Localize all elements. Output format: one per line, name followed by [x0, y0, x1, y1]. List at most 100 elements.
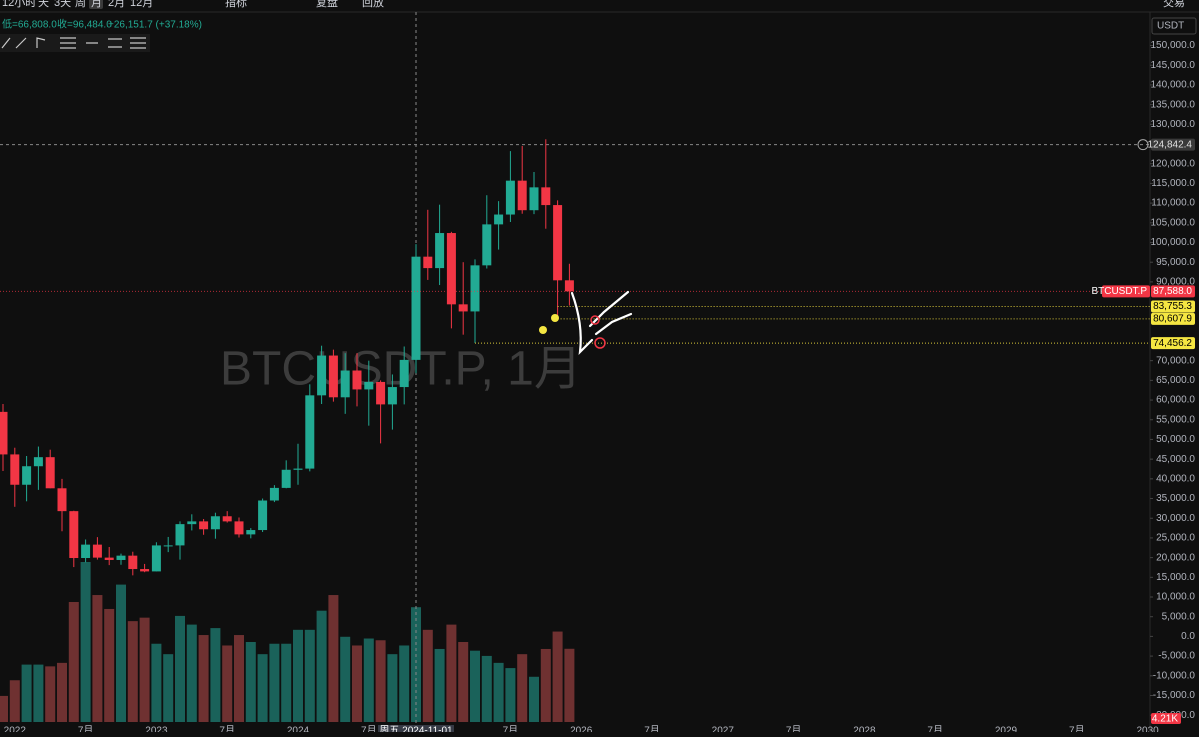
add-alert-icon	[1137, 139, 1149, 151]
interval[interactable]: 2月	[108, 0, 125, 9]
volume-bar	[458, 642, 469, 722]
indicators-button[interactable]: 指标	[225, 0, 247, 9]
event-marker[interactable]	[551, 314, 559, 322]
volume-bar	[80, 562, 91, 722]
y-tick-label: 100,000.0	[1151, 237, 1196, 248]
volume-bar	[517, 654, 528, 722]
volume-bar	[57, 662, 67, 722]
candle-body	[116, 555, 126, 560]
price-badge-label: 87,588.0	[1153, 286, 1192, 297]
candle-body	[293, 468, 303, 470]
candle-body	[376, 381, 386, 405]
volume-bar	[540, 648, 551, 722]
y-tick-label: 145,000.0	[1151, 60, 1196, 71]
candle-body	[529, 187, 539, 211]
y-tick-label: 70,000.0	[1156, 355, 1195, 366]
candle-body	[399, 359, 409, 388]
review-button[interactable]: 复盘	[316, 0, 338, 9]
y-tick-label: 25,000.0	[1156, 533, 1195, 544]
volume-bar	[481, 655, 492, 722]
trade-button[interactable]: 交易	[1163, 0, 1185, 9]
candle-body	[92, 544, 102, 558]
candle-body	[482, 224, 492, 266]
interval[interactable]: 12月	[130, 0, 153, 9]
candle-body	[22, 466, 32, 485]
interval[interactable]: 月	[91, 0, 102, 9]
candle-body	[45, 457, 55, 489]
price-badge-label: 124,842.4	[1148, 139, 1193, 150]
y-tick-label: 5,000.0	[1162, 611, 1196, 622]
x-tick-label: 2027	[712, 726, 735, 732]
crosshair-label: 周五 2024-11-01	[379, 725, 453, 732]
volume-bar	[0, 695, 8, 722]
y-tick-label: 60,000.0	[1156, 395, 1195, 406]
playback-button[interactable]: 回放	[362, 0, 384, 9]
volume-bar	[175, 615, 185, 722]
volume-bar	[151, 643, 162, 722]
candle-body	[553, 205, 563, 281]
currency-box[interactable]	[1151, 17, 1197, 35]
candle-body	[411, 256, 421, 360]
event-marker[interactable]	[539, 326, 547, 334]
candle-body	[222, 516, 232, 522]
y-tick-label: 130,000.0	[1151, 119, 1196, 130]
y-tick-label: -5,000.0	[1158, 651, 1195, 662]
candle-body	[187, 521, 197, 525]
y-tick-label: 90,000.0	[1156, 277, 1195, 288]
volume-bar	[269, 643, 280, 722]
interval[interactable]: 12小时	[2, 0, 36, 9]
y-tick-label: 110,000.0	[1151, 198, 1195, 209]
candle-body	[541, 187, 551, 206]
candle-body	[446, 233, 456, 305]
volume-bar	[68, 602, 79, 722]
price-badge	[1102, 285, 1150, 298]
candle-body	[281, 469, 291, 488]
volume-bar	[222, 645, 233, 722]
volume-bar	[45, 666, 56, 722]
volume-bar	[127, 621, 138, 722]
interval[interactable]: 天	[38, 0, 49, 9]
x-tick-label: 2029	[995, 726, 1018, 732]
volume-bar	[139, 617, 150, 722]
y-tick-label: 55,000.0	[1156, 414, 1195, 425]
candle-body	[175, 524, 185, 546]
y-tick-label: -10,000.0	[1153, 670, 1196, 681]
volume-bar	[422, 629, 433, 722]
price-badge	[1151, 285, 1195, 298]
x-tick-label: 2030	[1136, 726, 1159, 732]
candle-body	[317, 355, 327, 396]
y-tick-label: 115,000.0	[1151, 178, 1195, 189]
candle-body	[340, 370, 350, 398]
annotation-circle	[590, 315, 600, 325]
y-tick-label: 65,000.0	[1156, 375, 1195, 386]
volume-bar	[163, 654, 174, 722]
y-tick-label: 10,000.0	[1156, 592, 1195, 603]
x-tick-label: 7月	[786, 725, 802, 732]
y-tick-label: 105,000.0	[1151, 217, 1196, 228]
active-interval-bg	[89, 0, 103, 9]
price-badge-label: BTCUSDT.P	[1091, 286, 1147, 297]
hand-drawn-check	[570, 290, 633, 356]
interval[interactable]: 周	[75, 0, 86, 9]
interval[interactable]: 3天	[54, 0, 71, 9]
candle-body	[69, 511, 79, 559]
y-tick-label: 45,000.0	[1156, 454, 1195, 465]
candle-body	[435, 233, 445, 269]
candle-body	[81, 544, 91, 559]
plot: BTCUSDT.P, 1月-20,000.0-15,000.0-10,000.0…	[0, 12, 1196, 737]
x-tick-label: 2024	[287, 726, 310, 732]
candle-body	[128, 555, 138, 570]
x-tick-label: 2028	[853, 726, 876, 732]
x-tick-label: 7月	[78, 725, 94, 732]
y-tick-label: 95,000.0	[1156, 257, 1195, 268]
volume-bar	[210, 628, 221, 722]
volume-bar	[505, 668, 516, 722]
x-tick-label: 7月	[1069, 725, 1085, 732]
y-tick-label: 50,000.0	[1156, 434, 1195, 445]
volume-bar	[234, 635, 244, 722]
tool-icons[interactable]	[1, 37, 146, 49]
volume-bar	[293, 629, 303, 722]
candle-body	[199, 521, 209, 530]
